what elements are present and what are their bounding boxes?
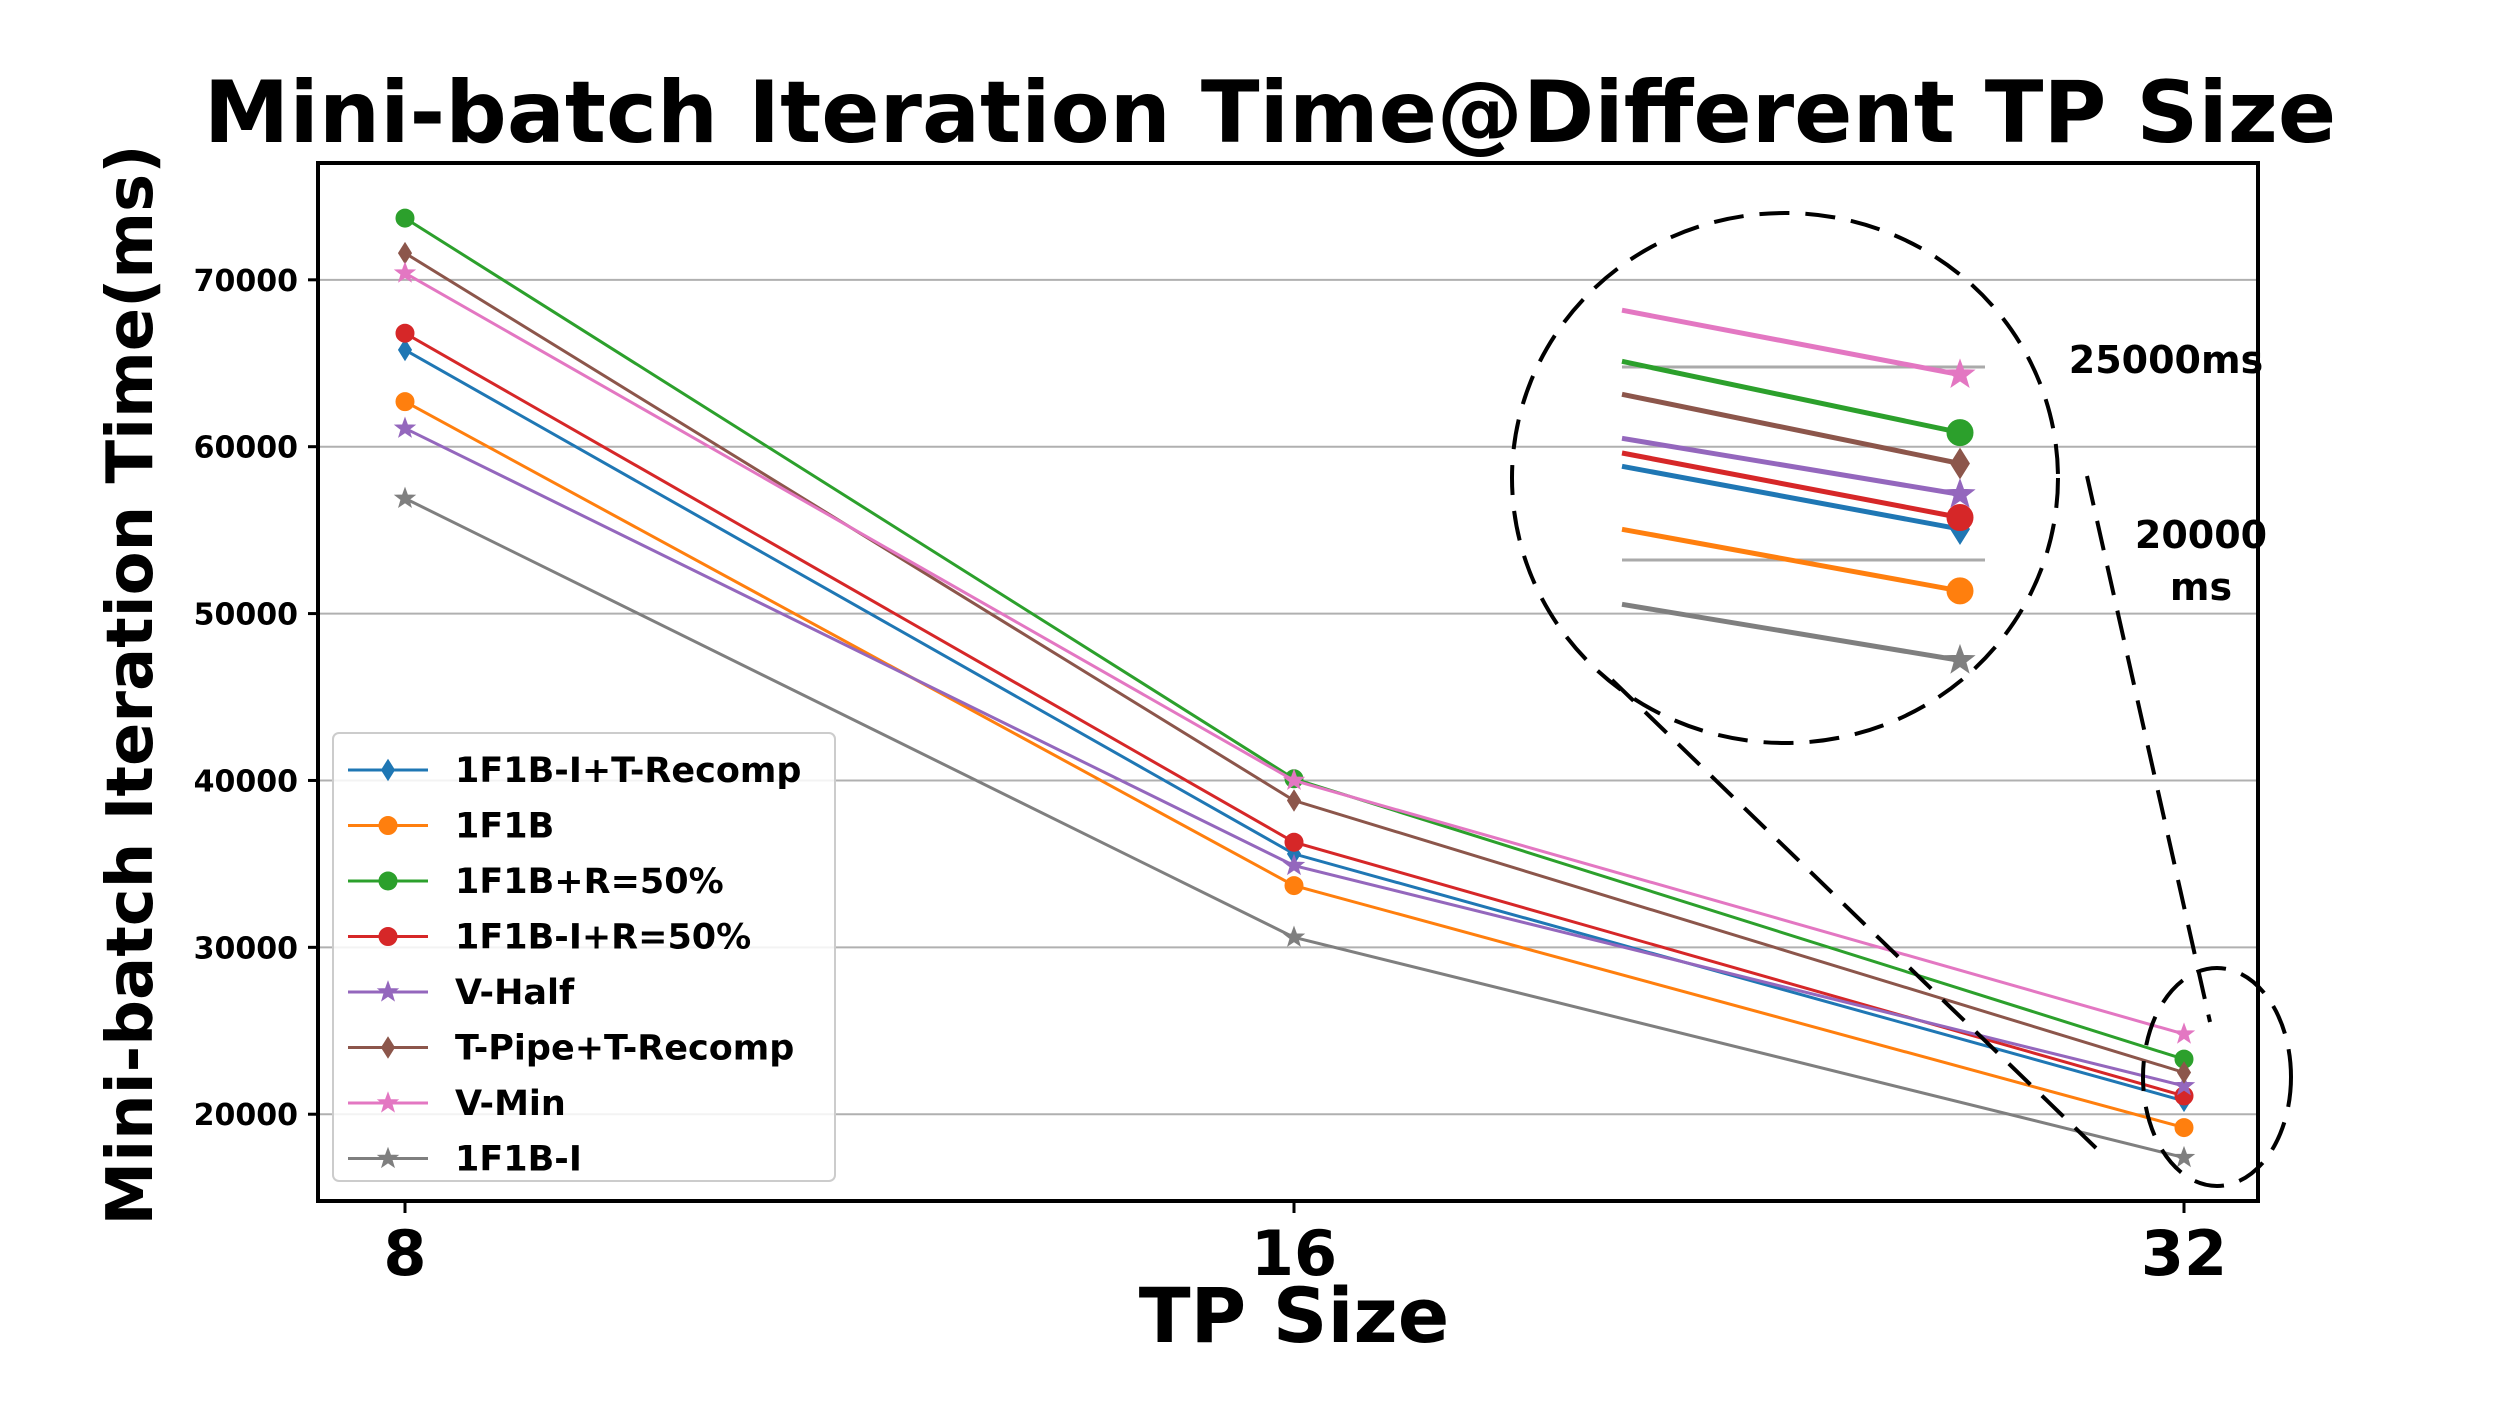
legend-label: V-Min <box>455 1084 566 1124</box>
zoom-data-point <box>1944 358 1976 389</box>
zoom-data-point <box>1946 577 1974 605</box>
zoom-series-line <box>1621 307 1961 378</box>
data-point <box>2172 1074 2196 1096</box>
zoom-data-point <box>1946 504 1974 532</box>
legend-item-1f1b-r-50: 1F1B+R=50% <box>348 862 724 902</box>
zoom-series-line <box>1621 358 1961 436</box>
zoom-series-line <box>1621 601 1961 663</box>
zoom-data-point <box>1950 447 1970 480</box>
data-point <box>395 323 415 343</box>
legend-label: 1F1B-I+R=50% <box>455 918 751 958</box>
zoom-label-20000: 20000 <box>2135 513 2267 557</box>
y-axis-ticks: 20000 30000 40000 50000 60000 70000 <box>194 264 318 1133</box>
zoom-data-point <box>1944 643 1976 674</box>
y-tick-label: 50000 <box>194 598 298 633</box>
zoom-series-v-min <box>1621 307 1976 389</box>
zoom-series <box>1621 307 1976 674</box>
data-point <box>1282 768 1306 790</box>
x-tick-label: 8 <box>383 1217 426 1290</box>
legend-label: 1F1B-I+T-Recomp <box>455 751 801 791</box>
legend-marker <box>376 980 400 1002</box>
x-axis-ticks: 8 16 32 <box>383 1201 2227 1290</box>
zoom-data-point <box>1944 477 1976 508</box>
zoom-series-line <box>1621 450 1961 520</box>
y-tick-label: 30000 <box>194 931 298 966</box>
legend-item-1f1b-i-t-recomp: 1F1B-I+T-Recomp <box>348 751 801 791</box>
series-1f1b-i <box>393 486 2196 1168</box>
zoom-series-1f1b <box>1621 526 1974 605</box>
x-tick-label: 32 <box>2141 1217 2227 1290</box>
y-tick-label: 20000 <box>194 1098 298 1133</box>
data-point <box>2174 1118 2194 1138</box>
zoom-series-1f1b-i-t-recomp <box>1621 463 1970 546</box>
y-tick-label: 70000 <box>194 264 298 299</box>
data-point <box>2176 1061 2192 1084</box>
legend-label: V-Half <box>455 973 575 1013</box>
data-point <box>1284 832 1304 852</box>
legend-item-v-min: V-Min <box>348 1084 566 1124</box>
legend-marker <box>376 1091 400 1113</box>
legend-marker <box>380 758 396 782</box>
plot-area <box>393 208 2196 1168</box>
legend-marker <box>378 871 398 891</box>
zoom-connector-left <box>1610 678 2098 1150</box>
zoom-series-t-pipe-t-recomp <box>1621 391 1970 480</box>
zoom-series-1f1b-i-r-50 <box>1621 450 1974 532</box>
zoom-connector-right <box>2085 475 2212 1023</box>
y-tick-label: 60000 <box>194 431 298 466</box>
zoom-source-ellipse <box>2141 966 2293 1188</box>
series-v-half <box>393 416 2196 1096</box>
zoom-data-point <box>1946 419 1974 447</box>
zoom-label-25000: 25000ms <box>2069 338 2263 382</box>
data-point <box>395 208 415 228</box>
zoom-series-1f1b-i <box>1621 601 1976 674</box>
zoom-series-line <box>1621 391 1961 466</box>
data-point <box>2172 1145 2196 1168</box>
data-point <box>2172 1022 2196 1044</box>
data-point <box>393 486 417 508</box>
zoom-label-ms: ms <box>2170 565 2232 609</box>
x-axis-label: TP Size <box>1139 1271 1450 1360</box>
data-point <box>1282 853 1306 876</box>
data-point <box>1282 925 1306 947</box>
data-point <box>397 241 413 265</box>
chart-title: Mini-batch Iteration Time@Different TP S… <box>204 63 2336 163</box>
legend-item-t-pipe-t-recomp: T-Pipe+T-Recomp <box>348 1029 794 1069</box>
data-point <box>1284 876 1304 896</box>
legend-item-1f1b: 1F1B <box>348 807 554 847</box>
legend-label: 1F1B <box>455 807 554 847</box>
legend-item-v-half: V-Half <box>348 973 575 1013</box>
legend-marker <box>380 1036 396 1059</box>
y-tick-label: 40000 <box>194 764 298 799</box>
zoom-inset-circle <box>1510 211 2060 745</box>
data-point <box>393 416 417 438</box>
legend-frame <box>332 732 836 1182</box>
legend-label: 1F1B+R=50% <box>455 862 724 902</box>
data-point <box>393 261 417 283</box>
y-axis-label: Mini-batch Iteration Time(ms) <box>94 145 168 1226</box>
legend-label: T-Pipe+T-Recomp <box>455 1029 794 1069</box>
series-1f1b <box>395 392 2194 1138</box>
series-t-pipe-t-recomp <box>397 241 2192 1084</box>
zoom-series-line <box>1621 435 1961 497</box>
zoom-series-v-half <box>1621 435 1976 508</box>
series-v-min <box>393 261 2196 1044</box>
legend-label: 1F1B-I <box>455 1140 582 1180</box>
legend-marker <box>376 1146 400 1169</box>
legend-marker <box>378 927 398 946</box>
data-point <box>395 392 415 412</box>
legend-item-1f1b-i: 1F1B-I <box>348 1140 582 1180</box>
zoom-series-line <box>1621 526 1961 594</box>
legend-marker <box>378 816 398 835</box>
legend-item-1f1b-i-r-50: 1F1B-I+R=50% <box>348 918 751 958</box>
zoom-series-1f1b-r-50 <box>1621 358 1974 447</box>
legend: 1F1B-I+T-Recomp 1F1B 1F1B+R=50% 1F1B-I+R=50… <box>332 732 836 1182</box>
zoom-series-line <box>1621 463 1961 532</box>
x-tick-label: 16 <box>1251 1217 1337 1290</box>
data-point <box>397 338 413 362</box>
data-point <box>1286 789 1302 812</box>
zoom-inset: 25000ms 20000 ms <box>1510 211 2293 1188</box>
plot-frame <box>316 161 2260 1203</box>
